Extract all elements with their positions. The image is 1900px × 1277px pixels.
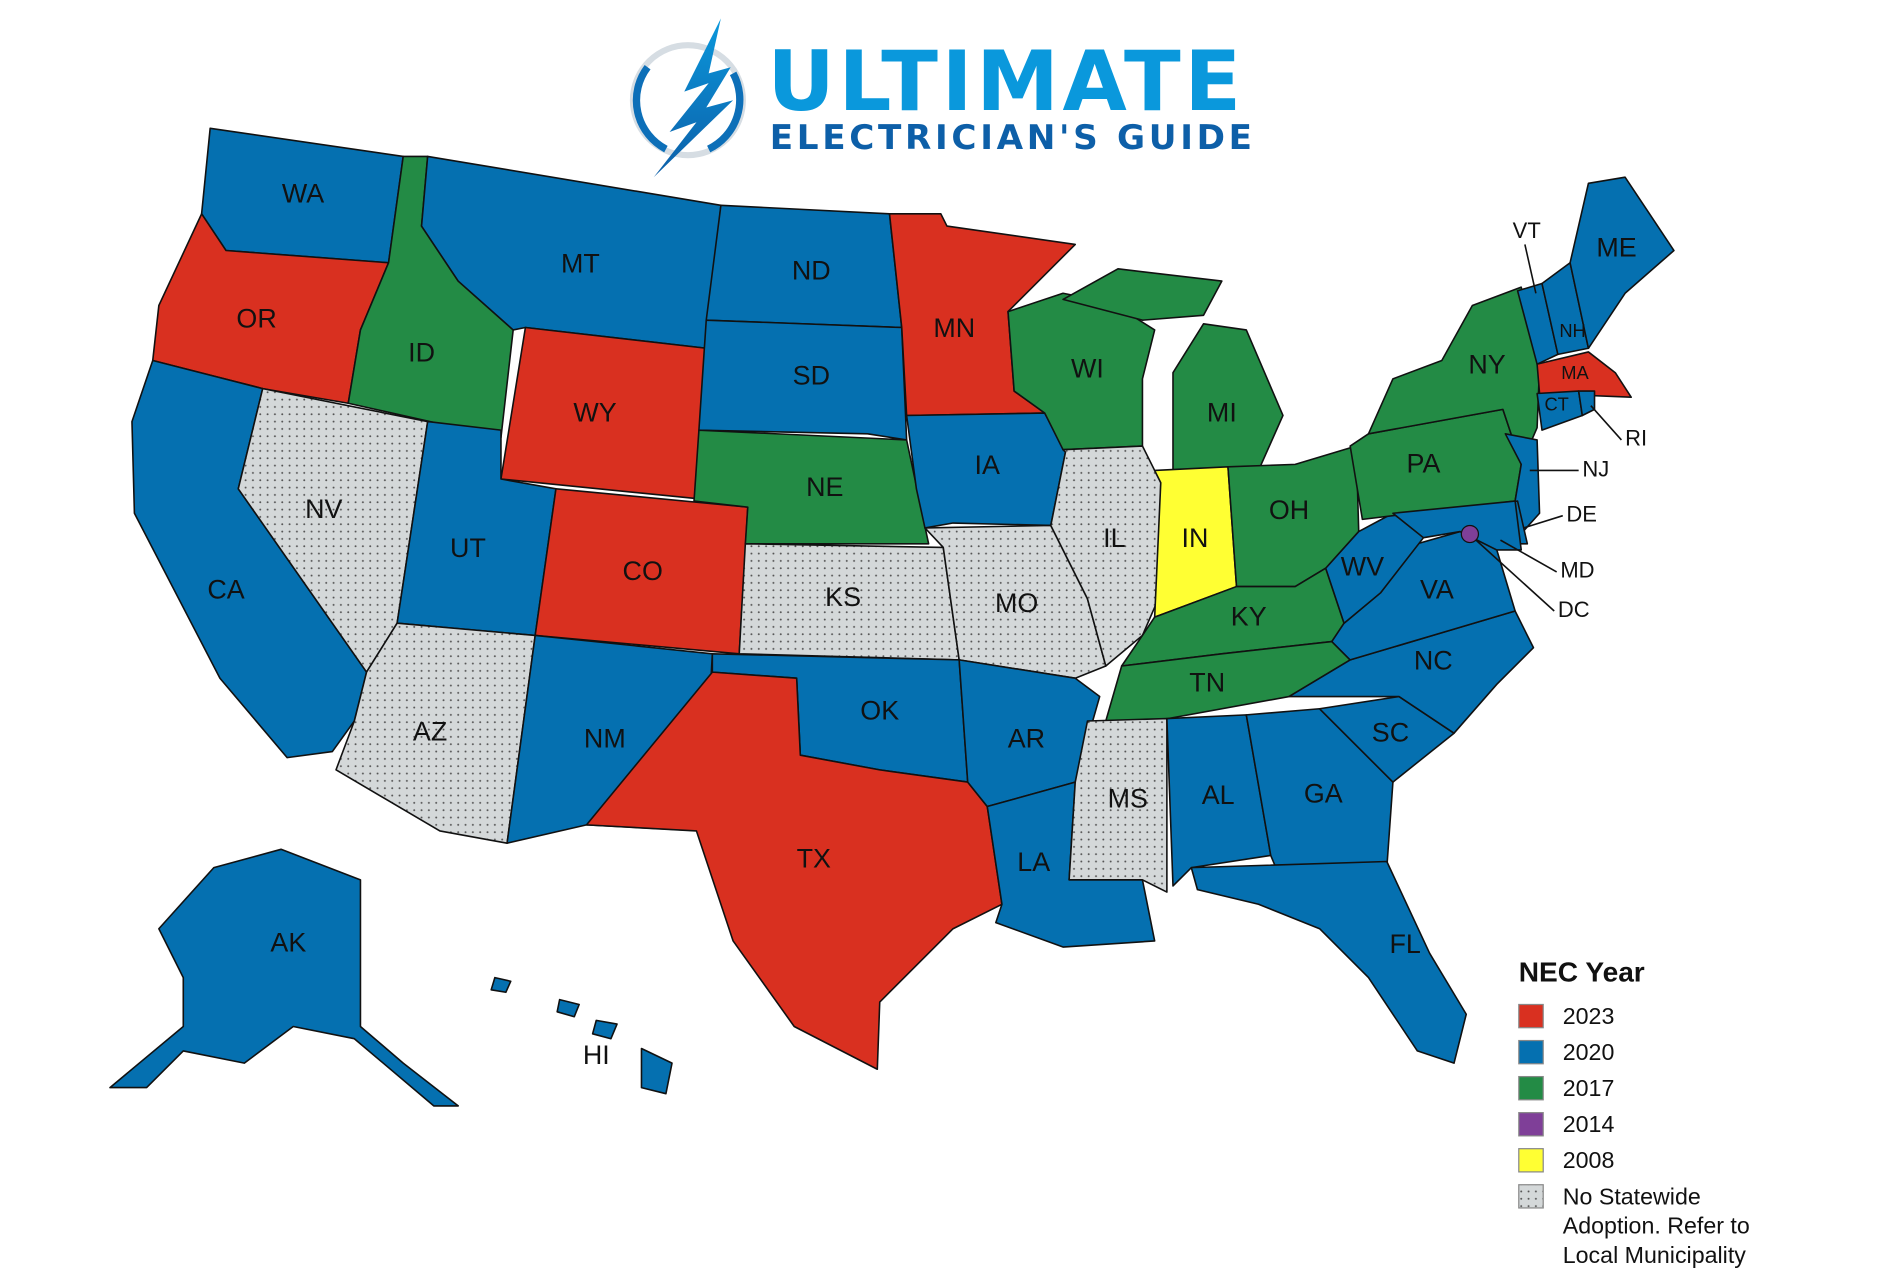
- state-dc[interactable]: [1460, 524, 1480, 544]
- state-label-wv: WV: [1341, 551, 1384, 581]
- state-label-hi: HI: [583, 1040, 610, 1070]
- state-label-al: AL: [1202, 780, 1235, 810]
- state-ri[interactable]: [1577, 390, 1596, 417]
- state-label-me: ME: [1596, 232, 1636, 262]
- state-label-ks: KS: [825, 582, 861, 612]
- legend-swatch-2020: [1518, 1039, 1544, 1065]
- legend-swatch-2008: [1518, 1148, 1544, 1173]
- state-label-ny: NY: [1468, 350, 1505, 380]
- state-label-dc: DC: [1558, 597, 1590, 622]
- state-label-tx: TX: [797, 843, 831, 873]
- legend: NEC Year 2023 2020 2017 2014 2008 No Statewid…: [1518, 956, 1750, 1268]
- state-label-co: CO: [623, 556, 663, 586]
- legend-label-2020: 2020: [1563, 1039, 1615, 1065]
- state-hi[interactable]: [490, 976, 512, 994]
- state-label-ia: IA: [975, 450, 1000, 480]
- state-tx[interactable]: [585, 671, 1003, 1071]
- state-label-mi: MI: [1207, 397, 1237, 427]
- state-label-ma: MA: [1561, 362, 1589, 383]
- state-label-nd: ND: [792, 256, 831, 286]
- state-label-pa: PA: [1407, 449, 1441, 479]
- legend-swatch-2014: [1518, 1112, 1544, 1137]
- logo-title: ULTIMATE: [767, 33, 1244, 130]
- legend-label-none: Local Municipality: [1563, 1242, 1747, 1268]
- state-label-il: IL: [1103, 523, 1125, 553]
- state-label-va: VA: [1420, 575, 1454, 605]
- state-sd[interactable]: [698, 319, 908, 441]
- state-ak[interactable]: [109, 848, 459, 1107]
- state-label-tn: TN: [1189, 667, 1225, 697]
- state-fl[interactable]: [1190, 860, 1468, 1064]
- state-mi[interactable]: [1062, 268, 1223, 321]
- state-label-ok: OK: [860, 696, 899, 726]
- leader-line-dc: [1475, 539, 1555, 612]
- state-label-oh: OH: [1269, 495, 1309, 525]
- logo: ULTIMATE ELECTRICIAN'S GUIDE: [629, 18, 1256, 178]
- state-label-wi: WI: [1071, 353, 1104, 383]
- state-hi[interactable]: [640, 1047, 673, 1095]
- state-label-ak: AK: [270, 928, 306, 958]
- state-ma[interactable]: [1536, 351, 1632, 398]
- state-label-mo: MO: [995, 588, 1038, 618]
- state-label-ne: NE: [806, 472, 843, 502]
- legend-label-2017: 2017: [1563, 1075, 1615, 1101]
- leader-line-vt: [1524, 244, 1537, 294]
- state-label-ky: KY: [1231, 601, 1267, 631]
- state-md[interactable]: [1392, 500, 1523, 551]
- state-label-az: AZ: [413, 716, 447, 746]
- legend-swatch-2017: [1518, 1075, 1544, 1101]
- state-label-nj: NJ: [1582, 456, 1609, 481]
- state-hi[interactable]: [556, 998, 580, 1018]
- leader-line-md: [1500, 539, 1558, 573]
- state-label-mn: MN: [933, 313, 975, 343]
- state-label-sc: SC: [1372, 718, 1409, 748]
- legend-label-2023: 2023: [1563, 1003, 1615, 1029]
- state-label-wa: WA: [282, 179, 324, 209]
- state-label-de: DE: [1566, 501, 1597, 526]
- legend-label-2008: 2008: [1563, 1147, 1615, 1173]
- state-label-ca: CA: [207, 575, 244, 605]
- state-al[interactable]: [1166, 714, 1272, 887]
- state-label-id: ID: [408, 337, 435, 367]
- state-hi[interactable]: [591, 1019, 618, 1040]
- leader-line-ri: [1590, 405, 1623, 441]
- state-il[interactable]: [1050, 445, 1162, 667]
- legend-title: NEC Year: [1519, 956, 1645, 987]
- logo-subtitle: ELECTRICIAN'S GUIDE: [770, 118, 1256, 158]
- state-label-nm: NM: [584, 724, 626, 754]
- state-label-in: IN: [1182, 523, 1209, 553]
- state-label-ri: RI: [1625, 426, 1647, 451]
- lightning-bolt-circle-icon: [629, 18, 746, 178]
- state-label-la: LA: [1017, 847, 1050, 877]
- state-me[interactable]: [1569, 176, 1675, 350]
- state-label-wy: WY: [573, 397, 616, 427]
- state-label-sd: SD: [793, 361, 830, 391]
- state-label-ct: CT: [1544, 394, 1568, 415]
- state-label-ar: AR: [1008, 724, 1045, 754]
- state-label-nh: NH: [1559, 320, 1585, 341]
- state-label-fl: FL: [1389, 929, 1420, 959]
- leader-line-de: [1523, 514, 1564, 529]
- state-label-or: OR: [236, 303, 276, 333]
- state-label-nv: NV: [305, 494, 342, 524]
- state-label-md: MD: [1560, 558, 1594, 583]
- state-label-ut: UT: [450, 533, 486, 563]
- state-label-ga: GA: [1304, 779, 1343, 809]
- state-labels-layer: WA OR CA NV ID MT WY UT CO AZ NM ND SD NE KS OK TX MN IA MO…: [207, 179, 1647, 1071]
- states-layer: [109, 127, 1675, 1107]
- legend-label-none: No Statewide: [1563, 1183, 1701, 1209]
- legend-label-none: Adoption. Refer to: [1563, 1213, 1750, 1239]
- state-label-mt: MT: [561, 248, 600, 278]
- legend-swatch-none: [1518, 1184, 1544, 1209]
- state-label-nc: NC: [1414, 645, 1453, 675]
- legend-swatch-2023: [1518, 1003, 1544, 1029]
- legend-label-2014: 2014: [1563, 1111, 1615, 1137]
- state-label-vt: VT: [1513, 218, 1541, 243]
- state-label-ms: MS: [1108, 784, 1148, 814]
